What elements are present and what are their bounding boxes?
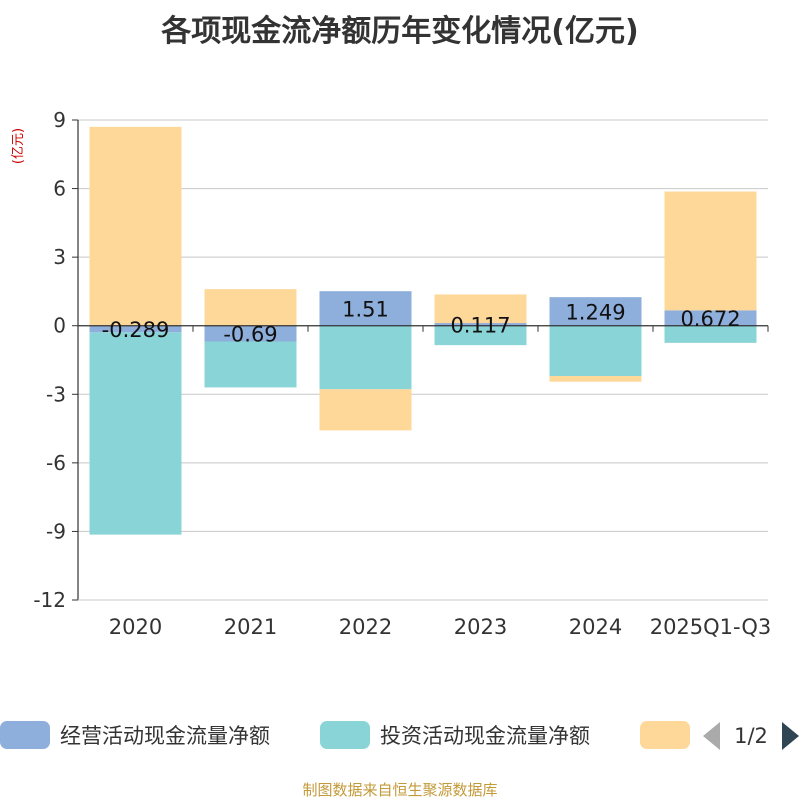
bar-3-2024 (549, 376, 642, 382)
bar-2-2023 (434, 325, 527, 346)
bar-3-2025Q1-Q3 (664, 191, 757, 311)
legend-item-2[interactable]: 投资活动现金流量净额 (320, 721, 590, 749)
data-label-2022: 1.51 (342, 297, 389, 321)
data-labels: -0.289 -0.69 1.51 0.117 1.249 0.672 (102, 297, 741, 346)
x-tick-label: 2023 (454, 615, 507, 639)
x-tick-label: 2022 (339, 615, 392, 639)
legend-item-1[interactable]: 经营活动现金流量净额 (0, 721, 270, 749)
bar-2-2025Q1-Q3 (664, 325, 757, 343)
bar-3-2021 (204, 289, 297, 326)
x-tick-label: 2020 (109, 615, 162, 639)
y-tick-label: -6 (46, 451, 66, 475)
bar-2-2022 (319, 325, 412, 390)
legend-swatch (0, 721, 50, 749)
bar-1-2023 (434, 323, 527, 326)
bar-1-2020 (89, 325, 182, 333)
bar-1-2021 (204, 325, 297, 342)
y-tick-label: -3 (46, 382, 66, 406)
grid-lines (78, 119, 768, 532)
pager-text: 1/2 (734, 724, 768, 748)
legend-swatch (320, 721, 370, 749)
legend-item-3[interactable] (640, 721, 690, 749)
y-tick-label: 0 (53, 314, 66, 338)
legend-label: 投资活动现金流量净额 (380, 724, 590, 748)
y-axis-label: (亿元) (11, 128, 26, 164)
bar-3-2022 (319, 389, 412, 431)
bars (89, 126, 757, 535)
bar-1-2022 (319, 291, 412, 326)
y-tick-label: 9 (53, 108, 66, 132)
legend-swatch (640, 721, 690, 749)
data-label-2020: -0.289 (102, 318, 170, 342)
x-tick-label: 2024 (569, 615, 622, 639)
y-tick-label: -12 (33, 588, 66, 612)
bar-1-2024 (549, 297, 642, 326)
x-tick-label: 2021 (224, 615, 277, 639)
y-tick-label: -9 (46, 519, 66, 543)
bar-1-2025Q1-Q3 (664, 310, 757, 326)
data-label-2021: -0.69 (223, 323, 277, 347)
axes: 9 6 3 0 -3 -6 -9 -12 2020 2021 2022 2023 2024 2025Q1-… (33, 108, 771, 639)
data-label-2024: 1.249 (565, 300, 625, 324)
bar-2-2020 (89, 332, 182, 535)
chart-title: 各项现金流净额历年变化情况(亿元) (161, 14, 639, 49)
y-tick-label: 3 (53, 245, 66, 269)
legend: 经营活动现金流量净额 投资活动现金流量净额 1/2 (0, 721, 799, 750)
bar-3-2023 (434, 294, 527, 324)
data-label-2023: 0.117 (450, 313, 510, 337)
bar-3-2020 (89, 126, 182, 326)
bar-2-2024 (549, 325, 642, 376)
legend-label: 经营活动现金流量净额 (60, 724, 270, 748)
pager-prev-icon[interactable] (703, 722, 720, 750)
pager-next-icon[interactable] (782, 722, 799, 750)
data-label-2025Q1-Q3: 0.672 (680, 307, 740, 331)
source-note: 制图数据来自恒生聚源数据库 (302, 781, 498, 799)
bar-2-2021 (204, 341, 297, 388)
x-tick-label: 2025Q1-Q3 (650, 615, 772, 639)
y-tick-label: 6 (53, 177, 66, 201)
